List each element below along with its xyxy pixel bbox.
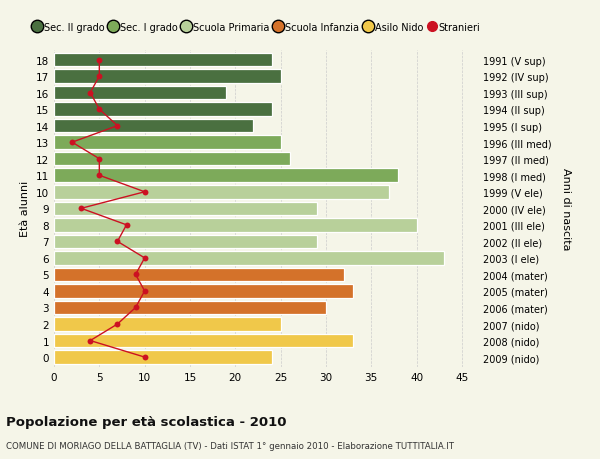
Point bbox=[113, 123, 122, 130]
Text: Popolazione per età scolastica - 2010: Popolazione per età scolastica - 2010 bbox=[6, 415, 287, 428]
Bar bbox=[54, 252, 444, 265]
Legend: Sec. II grado, Sec. I grado, Scuola Primaria, Scuola Infanzia, Asilo Nido, Stran: Sec. II grado, Sec. I grado, Scuola Prim… bbox=[29, 19, 484, 37]
Point bbox=[140, 255, 149, 262]
Point bbox=[85, 90, 95, 97]
Bar bbox=[54, 318, 281, 331]
Bar bbox=[54, 185, 389, 199]
Point bbox=[67, 139, 77, 146]
Point bbox=[85, 337, 95, 344]
Point bbox=[122, 222, 131, 229]
Y-axis label: Età alunni: Età alunni bbox=[20, 181, 31, 237]
Y-axis label: Anni di nascita: Anni di nascita bbox=[561, 168, 571, 250]
Bar bbox=[54, 235, 317, 249]
Point bbox=[113, 238, 122, 246]
Point bbox=[131, 271, 140, 279]
Point bbox=[131, 304, 140, 312]
Bar bbox=[54, 136, 281, 150]
Bar bbox=[54, 285, 353, 298]
Bar bbox=[54, 334, 353, 347]
Point bbox=[95, 172, 104, 179]
Bar bbox=[54, 268, 344, 281]
Bar bbox=[54, 218, 416, 232]
Point bbox=[95, 106, 104, 113]
Bar bbox=[54, 70, 281, 84]
Bar bbox=[54, 120, 253, 133]
Point bbox=[95, 156, 104, 163]
Bar bbox=[54, 54, 272, 67]
Text: COMUNE DI MORIAGO DELLA BATTAGLIA (TV) - Dati ISTAT 1° gennaio 2010 - Elaborazio: COMUNE DI MORIAGO DELLA BATTAGLIA (TV) -… bbox=[6, 441, 454, 450]
Point bbox=[140, 189, 149, 196]
Point bbox=[140, 288, 149, 295]
Bar bbox=[54, 152, 290, 166]
Bar bbox=[54, 87, 226, 100]
Point bbox=[76, 205, 86, 213]
Point bbox=[113, 321, 122, 328]
Bar bbox=[54, 301, 326, 314]
Bar bbox=[54, 351, 272, 364]
Point bbox=[140, 353, 149, 361]
Bar bbox=[54, 202, 317, 216]
Bar bbox=[54, 103, 272, 117]
Point bbox=[95, 73, 104, 81]
Bar bbox=[54, 169, 398, 183]
Point bbox=[95, 57, 104, 64]
